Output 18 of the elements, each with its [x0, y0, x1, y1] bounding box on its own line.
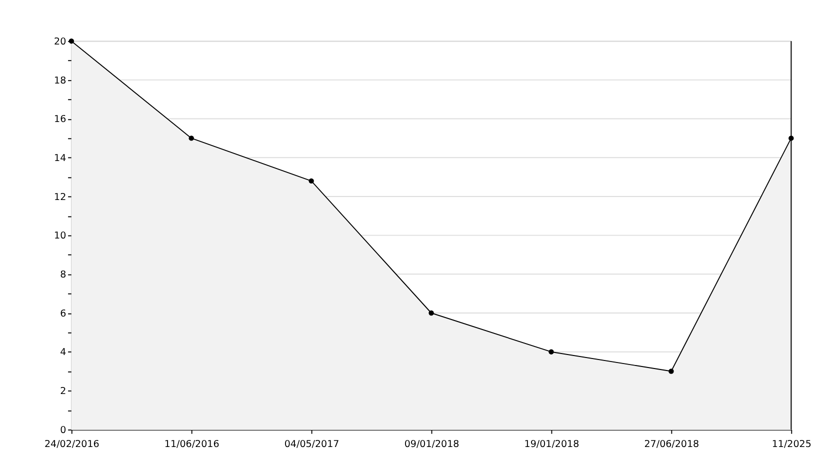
- x-tick-label: 09/01/2018: [404, 439, 460, 450]
- y-tick-label: 10: [54, 230, 66, 242]
- y-tick-label: 4: [60, 347, 66, 358]
- y-tick-label: 14: [54, 152, 66, 164]
- x-tick-label: 04/05/2017: [284, 439, 340, 450]
- y-tick-label: 0: [60, 424, 66, 436]
- x-tick-label: 11/2025: [772, 439, 812, 450]
- x-tick-label: 27/06/2018: [644, 439, 700, 450]
- x-tick-label: 11/06/2016: [164, 439, 220, 450]
- y-tick-label: 6: [60, 308, 66, 320]
- x-tick-label: 24/02/2016: [44, 439, 100, 450]
- x-tick-label: 19/01/2018: [524, 439, 580, 450]
- y-tick-label: 16: [54, 114, 66, 126]
- y-tick-label: 20: [54, 36, 66, 48]
- y-tick-label: 8: [60, 269, 66, 280]
- y-tick-label: 12: [54, 192, 66, 203]
- y-tick-label: 2: [60, 386, 66, 398]
- y-tick-label: 18: [54, 75, 66, 86]
